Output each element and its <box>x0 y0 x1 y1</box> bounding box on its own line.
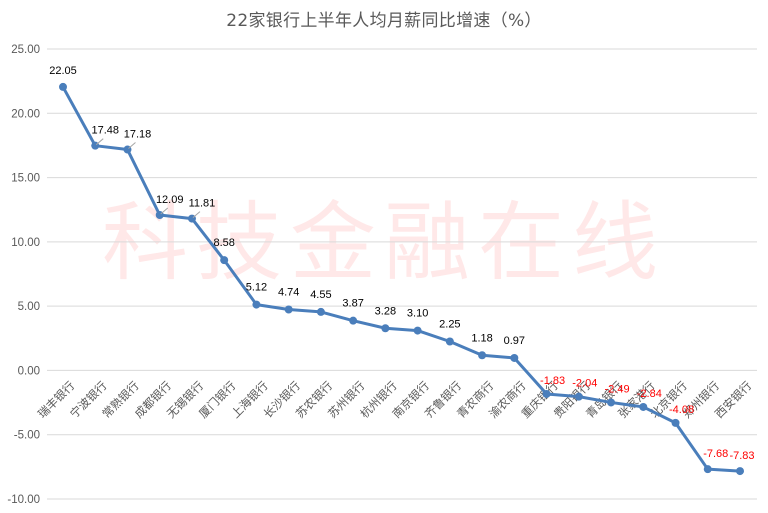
data-labels: 22.05 17.48 17.18 12.09 11.81 8.58 5.12 4.74 4.5… <box>49 65 754 462</box>
leader-line <box>192 211 201 218</box>
data-point <box>252 300 261 309</box>
data-label: -2.04 <box>572 378 597 390</box>
data-point <box>381 324 390 333</box>
data-label: 11.81 <box>189 198 216 210</box>
data-point <box>349 316 358 325</box>
y-tick-label: 20.00 <box>11 108 40 120</box>
leader-line <box>128 142 136 149</box>
data-label: -7.68 <box>703 448 728 460</box>
data-label: -2.49 <box>605 383 630 395</box>
data-point <box>542 389 551 398</box>
data-point <box>59 82 67 91</box>
data-point <box>316 307 325 316</box>
data-label: 1.18 <box>471 332 492 344</box>
data-label: 17.48 <box>91 125 119 137</box>
y-tick-label: -5.00 <box>14 430 40 442</box>
leader-line <box>160 207 169 215</box>
data-point <box>671 418 680 427</box>
data-label: 3.10 <box>407 308 428 320</box>
series-line <box>61 86 741 473</box>
data-point <box>220 256 229 265</box>
watermark-text: 科技金融在线 <box>102 193 666 293</box>
data-label: -7.83 <box>729 450 754 462</box>
data-label: 0.97 <box>504 335 525 347</box>
data-label: 2.25 <box>439 319 460 331</box>
data-point <box>284 305 293 314</box>
data-point <box>574 392 583 401</box>
data-point <box>413 326 422 335</box>
y-tick-label: 10.00 <box>11 237 40 249</box>
data-label: -2.84 <box>637 388 662 400</box>
data-point <box>639 402 648 411</box>
y-axis: 25.00 20.00 15.00 10.00 5.00 0.00 -5.00 -10.00 <box>7 44 40 506</box>
data-point <box>607 398 616 407</box>
chart-title: 22家银行上半年人均月薪同比增速（%） <box>226 11 542 31</box>
y-tick-label: 5.00 <box>18 301 40 313</box>
data-point <box>703 465 712 474</box>
y-tick-label: 25.00 <box>11 44 40 56</box>
data-label: 8.58 <box>213 237 234 249</box>
y-tick-label: -10.00 <box>7 494 40 506</box>
data-label: 3.28 <box>375 305 396 317</box>
watermark: 科技金融在线 <box>102 193 666 293</box>
y-tick-label: 15.00 <box>11 173 40 185</box>
data-label: 4.74 <box>278 286 299 298</box>
leader-line <box>95 138 104 146</box>
data-label: 5.12 <box>246 282 267 294</box>
gridlines <box>47 48 757 500</box>
data-label: 3.87 <box>342 298 363 310</box>
data-label: 12.09 <box>156 194 184 206</box>
data-label: -4.08 <box>669 404 694 416</box>
data-point <box>445 337 454 346</box>
data-point <box>510 353 519 362</box>
data-point <box>736 467 744 476</box>
data-label: -1.83 <box>540 375 565 387</box>
data-label: 17.18 <box>124 129 152 141</box>
data-point <box>478 351 487 360</box>
data-label: 22.05 <box>49 65 77 77</box>
data-label: 4.55 <box>310 289 331 301</box>
y-tick-label: 0.00 <box>18 365 40 377</box>
